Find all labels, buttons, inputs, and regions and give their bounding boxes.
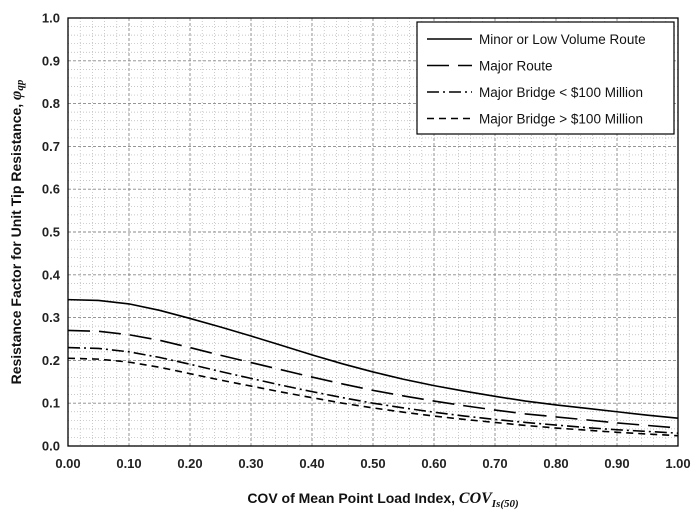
y-axis-title: Resistance Factor for Unit Tip Resistanc…: [8, 79, 27, 384]
x-tick-label: 0.80: [543, 456, 568, 471]
x-axis: 0.00 0.10 0.20 0.30 0.40 0.50 0.60 0.70 0.80 0.90…: [55, 456, 690, 471]
series-line-major-bridge-100-million: [67, 357, 679, 437]
series-line-major-bridge-100-million: [67, 346, 679, 434]
legend: Minor or Low Volume Route Major Route Majo…: [416, 21, 675, 135]
y-tick-label: 0.0: [42, 439, 60, 454]
x-tick-label: 0.90: [604, 456, 629, 471]
series-layer: [67, 298, 679, 437]
legend-entry-label: Major Bridge < $100 Million: [479, 85, 643, 100]
series-line-major-route: [67, 329, 679, 429]
x-tick-label: 0.10: [116, 456, 141, 471]
x-tick-label: 0.70: [482, 456, 507, 471]
legend-entry-label: Minor or Low Volume Route: [479, 32, 646, 47]
x-tick-label: 0.60: [421, 456, 446, 471]
x-tick-label: 0.50: [360, 456, 385, 471]
x-tick-label: 1.00: [665, 456, 690, 471]
x-axis-title: COV of Mean Point Load Index, COVIs(50): [247, 490, 518, 510]
series-line-minor-or-low-volume-route: [67, 298, 679, 419]
y-tick-label: 0.2: [42, 353, 60, 368]
y-tick-label: 1.0: [42, 11, 60, 26]
y-tick-label: 0.6: [42, 182, 60, 197]
y-tick-label: 0.7: [42, 139, 60, 154]
x-tick-label: 0.40: [299, 456, 324, 471]
x-tick-label: 0.20: [177, 456, 202, 471]
y-tick-label: 0.5: [42, 225, 60, 240]
y-tick-label: 0.4: [42, 267, 61, 282]
legend-entry-label: Major Route: [479, 59, 553, 74]
x-tick-label: 0.30: [238, 456, 263, 471]
legend-entry-label: Major Bridge > $100 Million: [479, 112, 643, 127]
y-tick-label: 0.1: [42, 396, 60, 411]
x-tick-label: 0.00: [55, 456, 80, 471]
y-axis: 0.0 0.1 0.2 0.3 0.4 0.5 0.6 0.7 0.8 0.9 1.0: [42, 11, 61, 454]
legend-box: [416, 21, 675, 135]
y-tick-label: 0.9: [42, 53, 60, 68]
y-tick-label: 0.3: [42, 310, 60, 325]
plot-frame: [67, 17, 679, 447]
y-tick-label: 0.8: [42, 96, 60, 111]
